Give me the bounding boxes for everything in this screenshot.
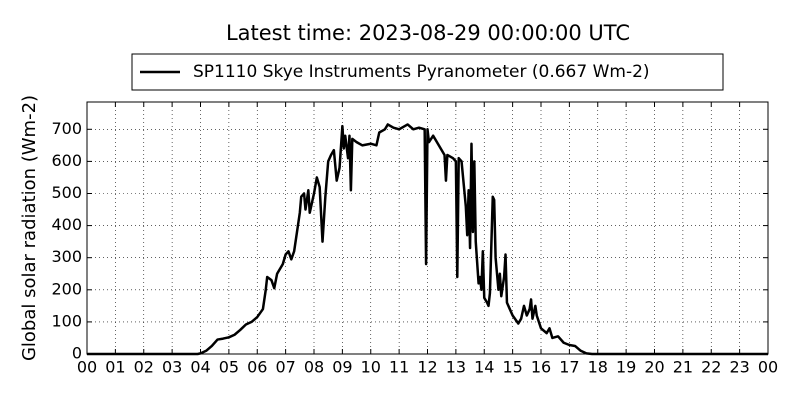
y-tick-label: 700	[51, 119, 82, 138]
x-tick-label: 23	[729, 358, 749, 377]
y-tick-label: 0	[72, 344, 82, 363]
x-tick-label: 01	[105, 358, 125, 377]
x-tick-label: 09	[332, 358, 352, 377]
y-tick-label: 500	[51, 183, 82, 202]
x-tick-label: 13	[446, 358, 466, 377]
x-tick-label: 11	[389, 358, 409, 377]
x-tick-label: 04	[190, 358, 210, 377]
plot-frame	[86, 101, 769, 355]
x-tick-label: 07	[275, 358, 295, 377]
x-tick-label: 10	[361, 358, 381, 377]
x-tick-label: 19	[616, 358, 636, 377]
x-tick-label: 08	[304, 358, 324, 377]
legend-box	[131, 53, 724, 91]
y-tick-label: 100	[51, 311, 82, 330]
chart-title: Latest time: 2023-08-29 00:00:00 UTC	[226, 21, 630, 45]
y-axis-label: Global solar radiation (Wm-2)	[19, 95, 40, 361]
x-tick-label: 21	[673, 358, 693, 377]
x-tick-label: 22	[701, 358, 721, 377]
x-tick-label: 18	[588, 358, 608, 377]
data-line	[87, 123, 768, 356]
x-tick-label: 17	[559, 358, 579, 377]
x-tick-label: 15	[502, 358, 522, 377]
x-tick-label: 03	[162, 358, 182, 377]
x-tick-label: 06	[247, 358, 267, 377]
y-tick-label: 200	[51, 279, 82, 298]
x-tick-label: 20	[644, 358, 664, 377]
x-tick-label: 12	[417, 358, 437, 377]
x-tick-label: 05	[219, 358, 239, 377]
x-tick-label: 02	[134, 358, 154, 377]
legend-text: SP1110 Skye Instruments Pyranometer (0.6…	[193, 62, 650, 82]
y-tick-label: 300	[51, 247, 82, 266]
y-tick-label: 600	[51, 151, 82, 170]
x-tick-label: 00	[758, 358, 778, 377]
y-tick-label: 400	[51, 215, 82, 234]
x-tick-label: 14	[474, 358, 494, 377]
x-tick-label: 00	[77, 358, 97, 377]
x-tick-label: 16	[531, 358, 551, 377]
